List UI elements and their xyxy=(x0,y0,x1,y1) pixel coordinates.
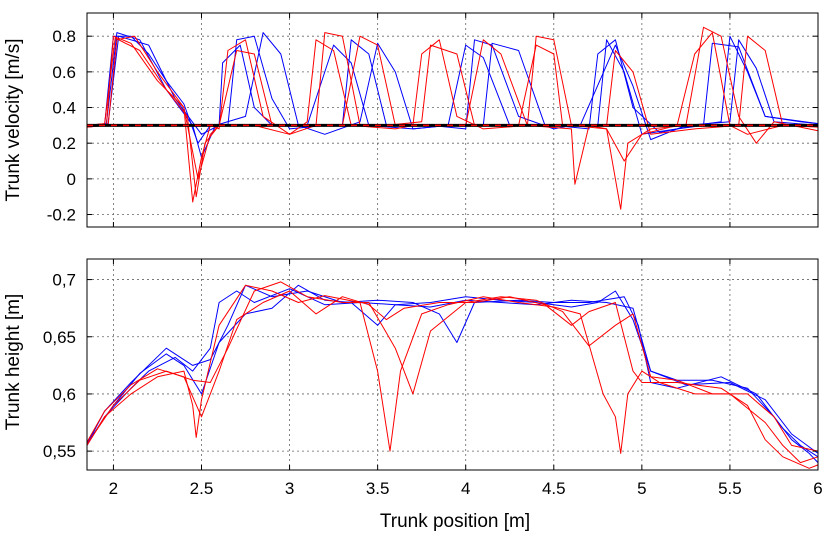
x-axis-label: Trunk position [m] xyxy=(380,511,530,532)
velocity-series-line-1 xyxy=(86,32,819,158)
velocity-y-tick-label-5: 0.8 xyxy=(52,27,76,46)
velocity-plot-frame xyxy=(86,12,819,228)
height-y-tick-label-0: 0,55 xyxy=(43,442,76,461)
velocity-series-line-3 xyxy=(86,26,819,210)
height-x-tick-label-5: 4.5 xyxy=(542,479,566,498)
height-series xyxy=(86,281,819,469)
height-y-tick-label-3: 0,7 xyxy=(52,271,76,290)
height-x-ticks: 2 2.5 3 3.5 4 4.5 5 5.5 6 xyxy=(109,259,823,498)
height-x-tick-label-0: 2 xyxy=(109,479,118,498)
height-x-tick-label-3: 3.5 xyxy=(366,479,390,498)
height-y-axis-label: Trunk height [m] xyxy=(3,294,24,431)
height-series-line-1 xyxy=(86,284,819,458)
height-panel: 0,55 0,6 0,65 0,7 2 2.5 3 3.5 4 4.5 5 5.5 6 Trunk h… xyxy=(3,258,823,532)
velocity-y-tick-label-2: 0.2 xyxy=(52,134,76,153)
velocity-panel: -0.2 0 0.2 0.4 0.6 0.8 Trunk velocity [m/s] xyxy=(3,12,819,228)
velocity-y-ticks: -0.2 0 0.2 0.4 0.6 0.8 xyxy=(47,27,818,225)
height-y-tick-label-2: 0,65 xyxy=(43,328,76,347)
velocity-y-tick-label-3: 0.4 xyxy=(52,99,76,118)
height-x-tick-label-6: 5 xyxy=(637,479,646,498)
height-x-tick-label-1: 2.5 xyxy=(190,479,214,498)
velocity-series xyxy=(86,26,819,210)
height-x-tick-label-4: 4 xyxy=(461,479,470,498)
velocity-series-line-4 xyxy=(86,32,819,198)
height-x-tick-label-8: 6 xyxy=(813,479,822,498)
height-plot-frame xyxy=(86,258,819,471)
velocity-y-tick-label-1: 0 xyxy=(67,170,76,189)
height-y-ticks: 0,55 0,6 0,65 0,7 xyxy=(43,271,818,461)
height-series-line-4 xyxy=(86,281,819,452)
velocity-y-tick-label-0: -0.2 xyxy=(47,206,76,225)
velocity-y-tick-label-4: 0.6 xyxy=(52,63,76,82)
velocity-x-ticks xyxy=(112,13,819,227)
height-series-line-3 xyxy=(86,284,819,464)
height-series-line-2 xyxy=(86,284,819,454)
velocity-y-axis-label: Trunk velocity [m/s] xyxy=(3,39,24,202)
height-x-tick-label-7: 5.5 xyxy=(718,479,742,498)
height-x-tick-label-2: 3 xyxy=(285,479,294,498)
height-series-line-5 xyxy=(86,290,819,469)
velocity-series-line-5 xyxy=(87,35,818,185)
height-y-tick-label-1: 0,6 xyxy=(52,385,76,404)
velocity-series-line-2 xyxy=(86,35,819,135)
